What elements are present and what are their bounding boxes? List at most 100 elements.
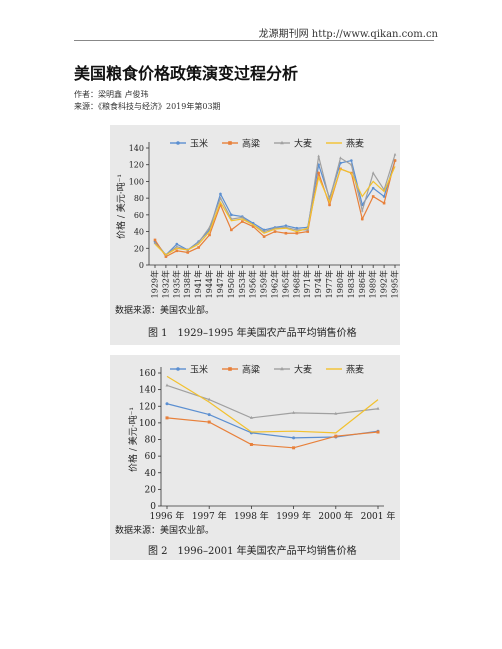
series-2-point-0 — [165, 383, 169, 387]
legend-marker-0 — [176, 141, 180, 145]
legend-label-3: 燕麦 — [346, 364, 364, 376]
series-2-point-20 — [371, 171, 375, 174]
series-2-point-13 — [295, 228, 299, 231]
series-line-3 — [154, 166, 396, 256]
y-tick-label-7: 140 — [139, 386, 156, 396]
series-0-point-3 — [292, 436, 296, 440]
y-tick-label-3: 60 — [134, 211, 144, 220]
series-1-point-2 — [175, 249, 179, 253]
y-tick-label-2: 40 — [145, 469, 157, 479]
series-2-point-10 — [262, 229, 266, 233]
legend-label-0: 玉米 — [190, 138, 208, 150]
x-tick-label-7: 1950年 — [226, 270, 236, 298]
x-tick-label-1: 1932年 — [160, 270, 170, 298]
x-tick-label-22: 1995年 — [390, 270, 400, 298]
series-1-point-11 — [273, 230, 277, 233]
series-2-point-19 — [360, 208, 364, 212]
y-tick-label-6: 120 — [139, 402, 156, 412]
y-tick-label-0: 0 — [139, 261, 144, 270]
source-note: 数据来源：美国农业部。 — [115, 524, 214, 536]
series-1-point-1 — [164, 255, 168, 258]
x-tick-label-4: 2000 年 — [318, 510, 353, 522]
series-1-point-6 — [219, 203, 222, 207]
article-source: 来源：《粮食科技与经济》2019年第03期 — [74, 102, 221, 111]
series-0-point-0 — [165, 402, 169, 406]
series-1-point-12 — [284, 231, 288, 235]
figure-1-chart: 玉米 高粱 大麦 燕麦 0 20 40 60 80 100 120 140 价格 / 美元·吨⁻¹ 192… — [115, 138, 401, 339]
x-tick-label-8: 1953年 — [237, 270, 247, 298]
x-tick-label-16: 1977年 — [324, 270, 334, 298]
series-2-point-6 — [219, 196, 222, 199]
series-0-point-20 — [371, 186, 375, 190]
series-1-point-5 — [376, 430, 380, 434]
series-0-point-2 — [175, 242, 179, 246]
series-2-point-2 — [175, 244, 179, 248]
series-1-point-3 — [292, 446, 296, 450]
x-tick-label-13: 1968年 — [291, 270, 301, 298]
series-1-point-0 — [165, 416, 169, 420]
y-tick-label-0: 0 — [150, 502, 156, 512]
y-tick-label-5: 100 — [139, 419, 156, 429]
y-axis-label: 价格 / 美元·吨⁻¹ — [127, 407, 139, 472]
x-tick-label-14: 1971年 — [302, 270, 312, 298]
series-1-point-2 — [249, 442, 253, 446]
series-1-point-10 — [262, 235, 266, 238]
series-1-point-4 — [197, 246, 200, 249]
legend-marker-2 — [280, 366, 284, 371]
legend-marker-1 — [228, 141, 232, 145]
series-line-1 — [166, 417, 379, 449]
series-0-point-1 — [207, 413, 211, 417]
series-2-point-5 — [376, 406, 380, 410]
series-2-point-14 — [306, 228, 310, 231]
article-author: 作者：梁明鑫 卢俊玮 — [74, 90, 149, 99]
x-tick-label-5: 1944年 — [204, 270, 214, 298]
series-1-point-9 — [251, 225, 255, 228]
series-2-point-17 — [339, 156, 342, 159]
x-tick-label-3: 1938年 — [182, 270, 192, 298]
series-0-point-6 — [219, 192, 222, 196]
series-2-point-8 — [240, 215, 244, 219]
series-2-point-15 — [317, 154, 320, 158]
series-1-point-20 — [371, 195, 375, 198]
site-header: 龙源期刊网 http://www.qikan.com.cn — [258, 29, 438, 40]
series-1-point-21 — [382, 201, 386, 205]
y-tick-label-7: 140 — [129, 144, 144, 153]
series-2-point-18 — [350, 162, 353, 166]
y-tick-label-6: 120 — [129, 161, 144, 170]
x-tick-label-0: 1996 年 — [150, 510, 185, 522]
series-2-point-2 — [249, 415, 253, 419]
y-tick-label-3: 60 — [145, 452, 157, 462]
y-tick-label-1: 20 — [134, 244, 144, 253]
series-line-1 — [154, 160, 396, 258]
x-tick-label-21: 1992年 — [379, 270, 389, 298]
series-1-point-15 — [317, 171, 320, 175]
figure-1-panel: 玉米 高粱 大麦 燕麦 0 20 40 60 80 100 120 140 价格 / 美元·吨⁻¹ 192… — [110, 125, 401, 345]
figure-2-panel: 玉米 高粱 大麦 燕麦 0 20 40 60 80 100 120 140 160 价格 / 美元·吨⁻¹… — [110, 355, 400, 560]
x-tick-label-11: 1962年 — [270, 270, 280, 298]
y-tick-label-4: 80 — [134, 194, 144, 203]
series-1-point-8 — [240, 220, 244, 223]
x-tick-label-15: 1974年 — [313, 270, 323, 298]
y-tick-label-2: 40 — [134, 228, 144, 237]
x-tick-label-20: 1989年 — [368, 270, 378, 298]
y-tick-label-5: 100 — [129, 177, 144, 186]
series-1-point-13 — [295, 231, 299, 235]
x-tick-label-3: 1999 年 — [276, 510, 311, 522]
source-note: 数据来源：美国农业部。 — [115, 304, 214, 316]
x-tick-label-0: 1929年 — [150, 270, 160, 298]
legend-label-0: 玉米 — [190, 364, 208, 376]
series-0-point-18 — [350, 159, 353, 162]
legend-marker-1 — [228, 367, 232, 371]
header-divider — [74, 40, 434, 41]
legend-label-1: 高粱 — [242, 364, 260, 376]
x-tick-label-6: 1947年 — [215, 270, 225, 298]
x-tick-label-2: 1935年 — [171, 270, 181, 298]
x-tick-label-10: 1959年 — [259, 270, 269, 298]
series-1-point-3 — [186, 251, 190, 254]
series-1-point-19 — [360, 217, 364, 221]
series-1-point-14 — [306, 230, 310, 233]
legend-marker-0 — [176, 367, 180, 371]
figure-caption: 图 2 1996–2001 年美国农产品平均销售价格 — [148, 544, 357, 557]
series-0-point-21 — [382, 195, 386, 198]
series-2-point-0 — [153, 241, 157, 245]
